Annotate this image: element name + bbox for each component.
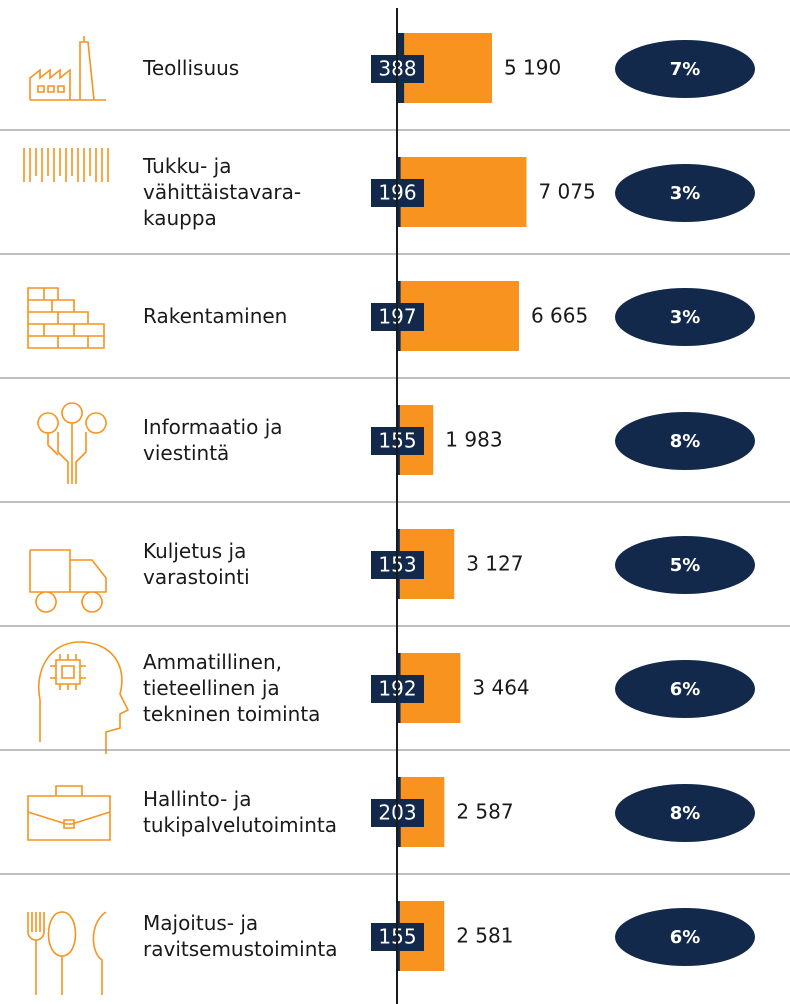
share-badge — [615, 908, 755, 966]
category-icon — [23, 148, 109, 182]
category-icon — [27, 911, 107, 995]
category-label: Hallinto- ja tukipalvelutoiminta — [143, 787, 337, 837]
category-label: Majoitus- ja ravitsemustoiminta — [143, 911, 338, 961]
category-label: Teollisuus — [143, 56, 240, 80]
share-badge — [615, 412, 755, 470]
share-badge — [615, 40, 755, 98]
share-label: 5% — [670, 555, 701, 576]
category-label: Tukku- ja vähittäistavara- kauppa — [143, 154, 302, 230]
share-badge — [615, 164, 755, 222]
value-label: 1 983 — [445, 428, 502, 452]
share-label: 7% — [670, 59, 701, 80]
share-badge — [615, 288, 755, 346]
small-bar — [397, 529, 400, 599]
share-label: 3% — [670, 307, 701, 328]
share-label: 3% — [670, 183, 701, 204]
small-bar — [397, 281, 401, 351]
share-badge — [615, 536, 755, 594]
category-icon — [38, 641, 130, 754]
share-label: 6% — [670, 679, 701, 700]
category-icon — [29, 549, 107, 613]
category-icon — [37, 402, 107, 484]
value-label: 3 127 — [466, 552, 523, 576]
share-badge — [615, 784, 755, 842]
value-label: 3 464 — [472, 676, 529, 700]
small-bar — [397, 901, 400, 971]
category-label: Kuljetus ja varastointi — [143, 539, 250, 589]
share-badge — [615, 660, 755, 718]
value-label: 2 587 — [456, 800, 513, 824]
share-label: 8% — [670, 803, 701, 824]
category-label: Ammatillinen, tieteellinen ja tekninen t… — [143, 650, 321, 726]
small-bar — [397, 777, 401, 847]
category-icon — [27, 287, 105, 349]
category-label: Rakentaminen — [143, 304, 288, 328]
small-bar — [397, 653, 401, 723]
value-label: 2 581 — [456, 924, 513, 948]
small-bar — [397, 157, 401, 227]
small-bar — [397, 33, 405, 103]
value-label: 6 665 — [531, 304, 588, 328]
category-icon — [29, 36, 106, 101]
share-label: 6% — [670, 927, 701, 948]
value-label: 7 075 — [538, 180, 595, 204]
value-label: 5 190 — [504, 56, 561, 80]
small-bar — [397, 405, 400, 475]
category-label: Informaatio ja viestintä — [143, 415, 283, 465]
share-label: 8% — [670, 431, 701, 452]
category-icon — [27, 785, 111, 841]
